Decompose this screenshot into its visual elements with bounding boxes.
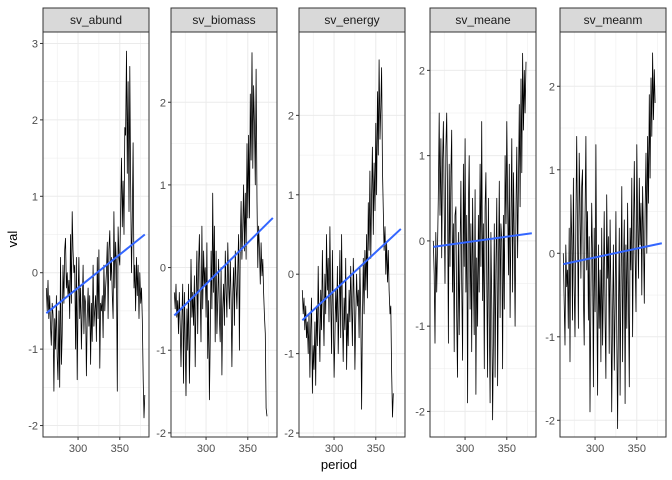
y-tick-label: -2 xyxy=(545,415,555,427)
y-tick-label: -1 xyxy=(545,332,555,344)
panel-border xyxy=(429,31,537,438)
facet-strip-label: sv_biomass xyxy=(192,13,255,27)
trend-line xyxy=(563,242,663,266)
x-tick-label: 350 xyxy=(239,443,257,455)
series-line xyxy=(562,52,656,430)
facet-strip xyxy=(42,7,150,33)
trend-line xyxy=(45,233,146,314)
y-tick-label: 0 xyxy=(288,269,294,281)
y-tick-label: 0 xyxy=(419,236,425,248)
x-tick-label: 350 xyxy=(111,443,129,455)
panel-border xyxy=(298,31,406,438)
y-tick-label: 2 xyxy=(32,115,38,127)
panel-background xyxy=(171,32,277,437)
y-axis-title: val xyxy=(5,231,20,248)
y-tick-label: 2 xyxy=(419,65,425,77)
y-tick-label: 0 xyxy=(549,248,555,260)
series-line xyxy=(432,52,527,421)
facet-strip xyxy=(429,7,537,33)
facet-strip-label: sv_meane xyxy=(455,13,511,27)
x-tick-label: 300 xyxy=(586,443,604,455)
panel-border xyxy=(559,31,667,438)
series-line xyxy=(173,52,268,417)
panel-border xyxy=(170,31,278,438)
y-tick-label: 0 xyxy=(160,263,166,275)
y-tick-label: -2 xyxy=(415,406,425,418)
trend-line xyxy=(301,228,402,321)
y-tick-label: 0 xyxy=(32,268,38,280)
y-tick-label: 1 xyxy=(549,165,555,177)
series-line xyxy=(45,50,146,419)
y-tick-label: 2 xyxy=(160,97,166,109)
y-tick-label: -2 xyxy=(156,428,166,440)
y-tick-label: 1 xyxy=(160,180,166,192)
facet-strip xyxy=(298,7,406,33)
y-tick-label: 3 xyxy=(32,38,38,50)
panel-sv_meanm: sv_meanm -2 -1 0 1 2 300 350 xyxy=(545,7,667,455)
y-tick-label: 1 xyxy=(32,191,38,203)
panels-group: sv_abund -2 -1 0 1 2 3 300 350 sv_biomass -2 -1 0 1 2 3… xyxy=(28,7,667,455)
x-tick-label: 300 xyxy=(456,443,474,455)
y-tick-label: -1 xyxy=(156,345,166,357)
y-tick-label: -2 xyxy=(284,428,294,440)
trend-line xyxy=(433,232,532,248)
facet-strip-label: sv_abund xyxy=(70,13,122,27)
y-tick-label: 2 xyxy=(549,81,555,93)
x-tick-label: 300 xyxy=(69,443,87,455)
y-tick-label: 1 xyxy=(288,190,294,202)
series-line xyxy=(301,59,394,418)
y-tick-label: 1 xyxy=(419,151,425,163)
trend-line xyxy=(173,217,274,317)
y-tick-label: -1 xyxy=(28,344,38,356)
y-tick-label: -2 xyxy=(28,421,38,433)
y-tick-label: -1 xyxy=(415,321,425,333)
facet-strip-label: sv_meanm xyxy=(584,13,643,27)
panel-sv_biomass: sv_biomass -2 -1 0 1 2 300 350 xyxy=(156,7,278,455)
panel-sv_meane: sv_meane -2 -1 0 1 2 300 350 xyxy=(415,7,537,455)
x-tick-label: 300 xyxy=(325,443,343,455)
panel-sv_energy: sv_energy -2 -1 0 1 2 300 350 xyxy=(284,7,406,455)
y-tick-label: 2 xyxy=(288,110,294,122)
x-axis-title: period xyxy=(321,457,357,472)
x-tick-label: 350 xyxy=(498,443,516,455)
panel-border xyxy=(42,31,150,438)
x-tick-label: 350 xyxy=(367,443,385,455)
y-tick-label: -1 xyxy=(284,349,294,361)
x-tick-label: 350 xyxy=(628,443,646,455)
facet-strip-label: sv_energy xyxy=(324,13,379,27)
facet-strip xyxy=(559,7,667,33)
panel-sv_abund: sv_abund -2 -1 0 1 2 3 300 350 xyxy=(28,7,150,455)
x-tick-label: 300 xyxy=(197,443,215,455)
